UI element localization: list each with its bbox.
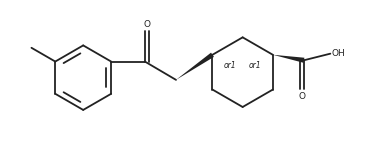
Polygon shape	[176, 53, 214, 80]
Text: or1: or1	[224, 61, 236, 70]
Text: O: O	[143, 20, 150, 29]
Text: O: O	[298, 92, 305, 101]
Polygon shape	[273, 55, 304, 63]
Text: OH: OH	[332, 49, 346, 58]
Text: or1: or1	[249, 61, 262, 70]
